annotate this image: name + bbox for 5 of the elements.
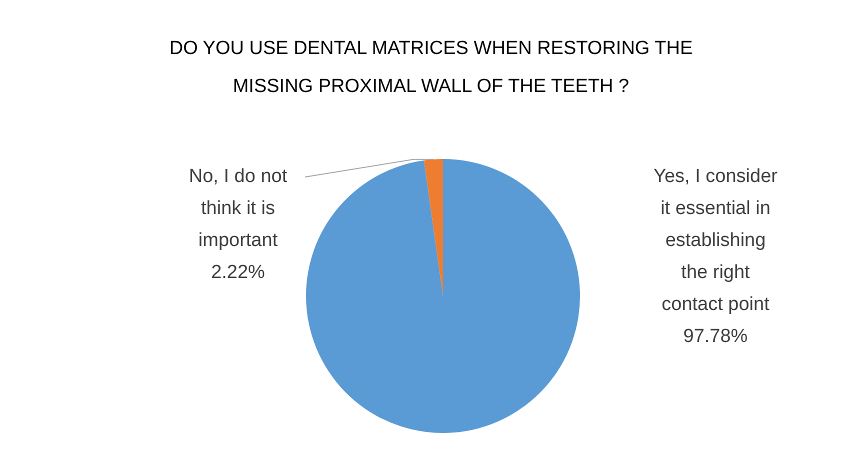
data-label: 2.22% (210, 261, 266, 285)
slice-label: Yes, I consider it essential in establishing the right contact point (653, 165, 778, 317)
slice-label: No, I do not think it is important (188, 165, 288, 253)
data-label: 97.78% (682, 325, 749, 349)
chart-title: DO YOU USE DENTAL MATRICES WHEN RESTORING THE MISSING PROXIMAL WALL OF THE TEETH ? (168, 37, 694, 99)
